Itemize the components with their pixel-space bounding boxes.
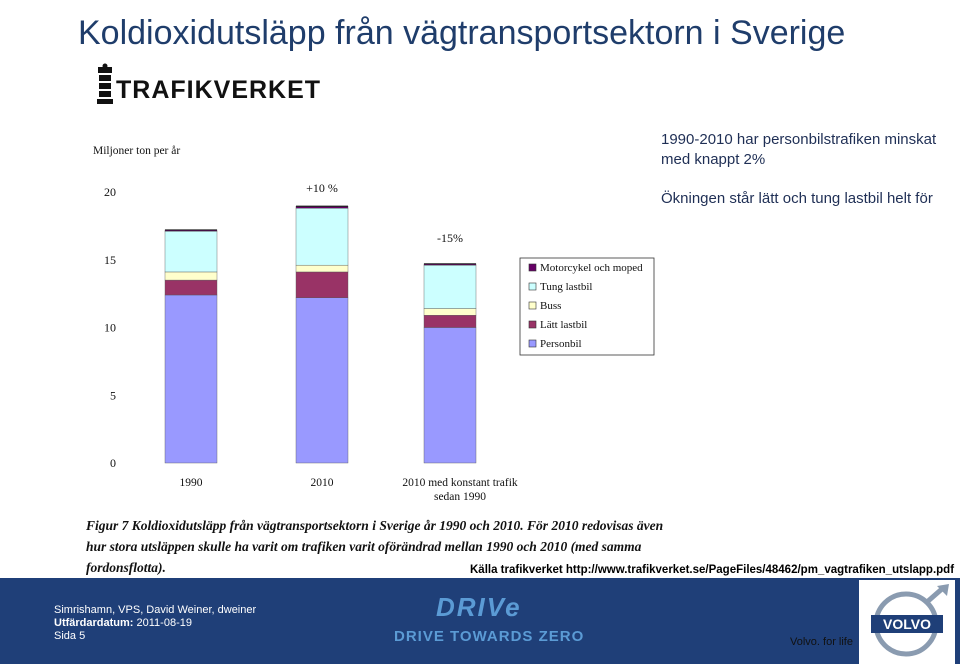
legend-swatch xyxy=(528,339,537,348)
legend-swatch xyxy=(528,263,537,272)
legend-entry: Motorcykel och moped xyxy=(540,262,643,274)
bar-segment xyxy=(295,264,349,273)
note-personbil: 1990-2010 har personbilstrafiken minskat… xyxy=(661,131,937,168)
bar-segment xyxy=(295,271,349,298)
bar-annotation: -15% xyxy=(437,231,463,245)
volvo-brand-text: VOLVO xyxy=(883,616,931,632)
y-tick-label: 5 xyxy=(110,388,116,402)
trafikverket-crest-icon xyxy=(97,63,113,104)
bar-segment xyxy=(164,279,218,296)
bar-segment xyxy=(295,297,349,464)
volvo-logo-icon: VOLVO xyxy=(871,584,949,657)
bar-segment xyxy=(423,315,477,328)
note-lastbil: Ökningen står lätt och tung lastbil helt… xyxy=(661,190,933,207)
trafikverket-logo-text: TRAFIKVERKET xyxy=(116,76,322,104)
figure-caption: Figur 7 Koldioxidutsläpp från vägtranspo… xyxy=(86,518,664,575)
x-category-label: 2010 med konstant trafik xyxy=(402,477,518,489)
source-citation: Källa trafikverket http://www.trafikverk… xyxy=(470,564,955,576)
chart-y-axis-label: Miljoner ton per år xyxy=(93,145,181,157)
x-category-label: sedan 1990 xyxy=(434,491,486,503)
volvo-slogan: Volvo. for life xyxy=(790,636,853,648)
volvo-logo-box: VOLVO xyxy=(859,580,955,664)
footer-author: Simrishamn, VPS, David Weiner, dweiner xyxy=(54,604,257,616)
footer-date-value: 2011-08-19 xyxy=(136,617,192,629)
bar-segment xyxy=(423,308,477,316)
drive-towards-zero-tagline: DRIVE TOWARDS ZERO xyxy=(394,628,585,645)
legend-swatch xyxy=(528,320,537,329)
x-category-label: 1990 xyxy=(180,477,203,489)
bar-segment xyxy=(295,208,349,266)
legend-box xyxy=(519,257,655,356)
slide-title: Koldioxidutsläpp från vägtransportsektor… xyxy=(78,14,846,52)
bar-segment xyxy=(164,231,218,273)
y-tick-label: 10 xyxy=(104,321,116,335)
drive-logo: DRIVe xyxy=(436,592,522,622)
y-tick-label: 0 xyxy=(110,456,116,470)
legend-entry: Lätt lastbil xyxy=(540,319,587,331)
legend-swatch xyxy=(528,301,537,310)
bar-segment xyxy=(423,264,477,309)
footer-page: Sida 5 xyxy=(54,630,86,642)
legend-swatch xyxy=(528,282,537,291)
slide-notes: 1990-2010 har personbilstrafiken minskat… xyxy=(661,130,941,228)
bar-segment xyxy=(164,271,218,281)
legend-entry: Personbil xyxy=(540,338,582,350)
y-tick-label: 20 xyxy=(104,185,116,199)
footer-date: Utfärdardatum: 2011-08-19 xyxy=(54,617,256,630)
y-tick-label: 15 xyxy=(104,253,116,267)
x-category-label: 2010 xyxy=(311,477,334,489)
footer-info: Simrishamn, VPS, David Weiner, dweiner U… xyxy=(54,604,256,643)
bar-annotation: +10 % xyxy=(306,181,338,195)
footer-bar xyxy=(0,578,960,664)
footer-date-label: Utfärdardatum: xyxy=(54,617,134,629)
bar-segment xyxy=(164,294,218,464)
bar-segment xyxy=(423,327,477,464)
legend-entry: Tung lastbil xyxy=(540,281,592,293)
legend-entry: Buss xyxy=(540,300,561,312)
